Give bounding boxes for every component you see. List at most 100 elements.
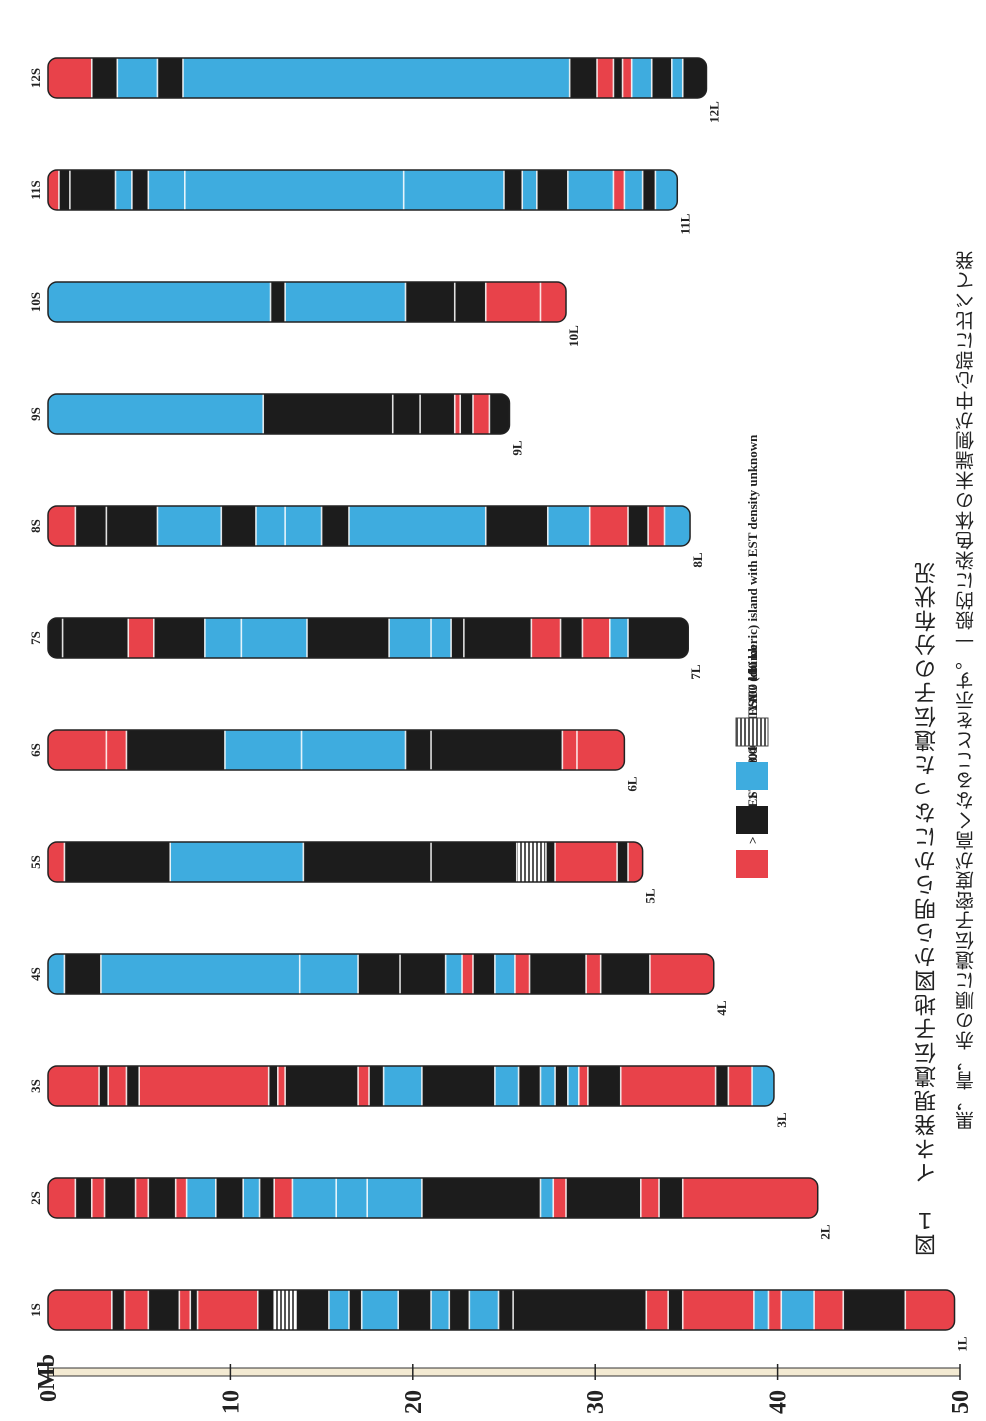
chromosome-10: 10S 10L [28,281,581,347]
band-divider [111,1290,113,1330]
density-segment-blue [403,170,504,210]
density-segment-black [157,58,183,98]
density-segment-black [498,1290,514,1330]
axis-tick-label: 20 [401,1390,427,1414]
band-divider [204,618,206,658]
density-segment-black [485,506,548,546]
density-segment-blue [182,58,570,98]
density-segment-blue [431,1290,450,1330]
chromosome-long-arm-label: 3L [774,1112,789,1128]
band-divider [131,170,133,210]
band-divider [328,1290,330,1330]
density-segment-black [285,1066,359,1106]
density-segment-black [190,1290,198,1330]
band-divider [74,506,77,546]
chromosome-long-arm-label: 12L [706,101,721,123]
band-divider [291,1178,294,1218]
band-divider [284,506,286,546]
density-segment-red [48,842,65,882]
density-segment-black [569,58,598,98]
band-divider [306,618,308,658]
density-segment-red [277,1066,286,1106]
band-divider [138,1066,140,1106]
chromosome-short-arm-label: 3S [28,1079,43,1093]
density-segment-red [124,1290,149,1330]
band-divider [419,394,421,434]
band-divider [649,954,651,994]
band-divider [267,1066,270,1106]
chromosome-short-arm-label: 1S [28,1303,43,1317]
density-segment-black [451,618,464,658]
density-segment-black [126,730,225,770]
chromosome-long-arm-label: 6L [624,776,639,792]
band-divider [530,618,533,658]
density-segment-blue [752,1066,774,1106]
density-segment-black [268,1066,278,1106]
density-segment-blue [671,58,683,98]
band-divider [654,170,657,210]
density-segment-black [715,1066,729,1106]
density-segment-black [405,282,455,322]
density-segment-blue [115,170,132,210]
band-divider [536,170,538,210]
band-divider [514,954,516,994]
band-divider [366,1178,368,1218]
chromosome-7: 7S 7L [28,617,703,680]
density-segment-red [531,618,561,658]
band-divider [125,730,128,770]
band-divider [103,1178,106,1218]
density-segment-red [649,954,714,994]
mb-axis: 0 10 20 30 40 50 Mb [34,1354,974,1414]
density-segment-blue [157,506,222,546]
band-divider [295,1290,297,1330]
density-segment-blue [184,170,404,210]
density-segment-black [587,1066,621,1106]
density-segment-red [646,1290,669,1330]
axis-tick-label: 40 [766,1390,792,1414]
density-segment-black [536,170,568,210]
density-segment-black [659,1178,683,1218]
density-segment-black [454,282,486,322]
band-divider [539,1066,542,1106]
density-segment-red [628,842,643,882]
density-segment-red [139,1066,269,1106]
band-divider [450,618,452,658]
density-segment-blue [494,954,515,994]
density-segment-red [586,954,601,994]
band-divider [242,1178,244,1218]
band-divider [468,1290,471,1330]
density-segment-blue [445,954,463,994]
density-segment-red [48,1066,100,1106]
band-divider [127,618,130,658]
band-divider [320,506,323,546]
density-segment-black [529,954,587,994]
density-segment-red [358,1066,370,1106]
band-divider [539,1178,542,1218]
band-divider [453,394,456,434]
density-segment-black [358,954,401,994]
band-divider [645,1290,648,1330]
band-divider [587,1066,589,1106]
band-divider [430,842,432,882]
band-divider [147,170,150,210]
density-segment-blue [285,506,322,546]
density-segment-black [560,618,583,658]
band-divider [751,1066,753,1106]
density-segment-blue [494,1066,519,1106]
chromosome-1: 1S 1L [28,1289,970,1352]
density-segment-blue [469,1290,499,1330]
band-divider [58,170,60,210]
band-divider [448,1290,451,1330]
band-divider [185,1178,188,1218]
chromosome-long-arm-label: 4L [714,1000,729,1016]
band-divider [528,954,531,994]
band-divider [619,1066,622,1106]
density-segment-black [126,1066,140,1106]
band-divider [559,618,562,658]
band-divider [463,618,465,658]
band-divider [647,506,649,546]
band-divider [671,58,673,98]
density-segment-black [62,618,129,658]
density-segment-red [613,170,625,210]
band-divider [90,1178,93,1218]
